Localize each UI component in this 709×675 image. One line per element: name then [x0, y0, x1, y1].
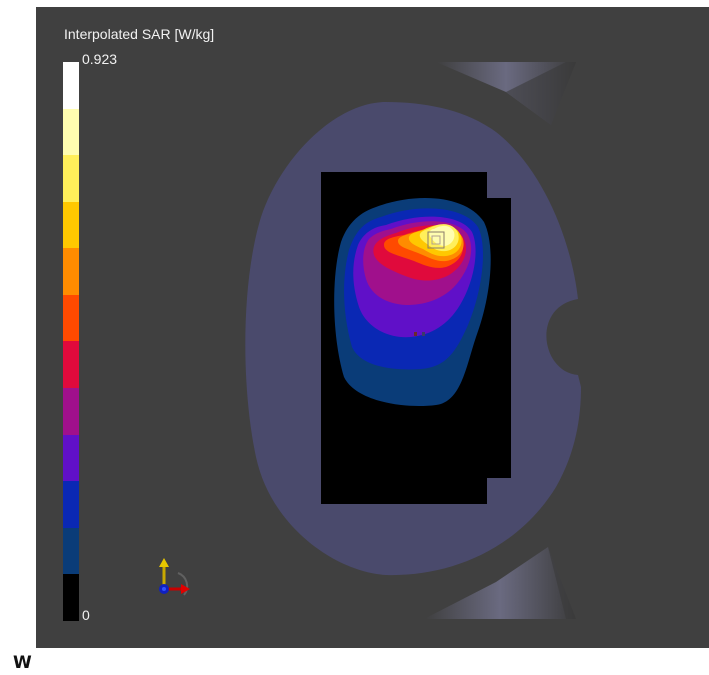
colorbar-segment-7: [63, 388, 79, 435]
colorbar-segment-9: [63, 481, 79, 528]
colorbar-segment-11: [63, 574, 79, 621]
sar-3d-viewport[interactable]: Interpolated SAR [W/kg] 0.923 0: [36, 7, 709, 648]
bottom-wedge: [424, 547, 576, 619]
legend-min-label: 0: [82, 607, 90, 623]
colorbar-segment-4: [63, 248, 79, 295]
corner-label: W: [13, 653, 32, 673]
legend-title: Interpolated SAR [W/kg]: [64, 26, 215, 42]
colorbar-segment-8: [63, 434, 79, 482]
top-wedge: [436, 62, 576, 125]
colorbar-segment-3: [63, 201, 79, 249]
colorbar-segment-5: [63, 294, 79, 342]
probe-marker: [414, 332, 425, 336]
sar-scene: [245, 62, 581, 619]
colorbar-segment-10: [63, 527, 79, 575]
colorbar-segment-6: [63, 341, 79, 389]
colorbar-segment-2: [63, 155, 79, 202]
legend-max-label: 0.923: [82, 51, 118, 67]
colorbar-segment-1: [63, 108, 79, 156]
sar-contours: [334, 198, 491, 407]
axes-orientation-icon: [159, 558, 190, 596]
colorbar-segment-0: [63, 62, 79, 109]
sar-colorbar: [63, 62, 79, 621]
